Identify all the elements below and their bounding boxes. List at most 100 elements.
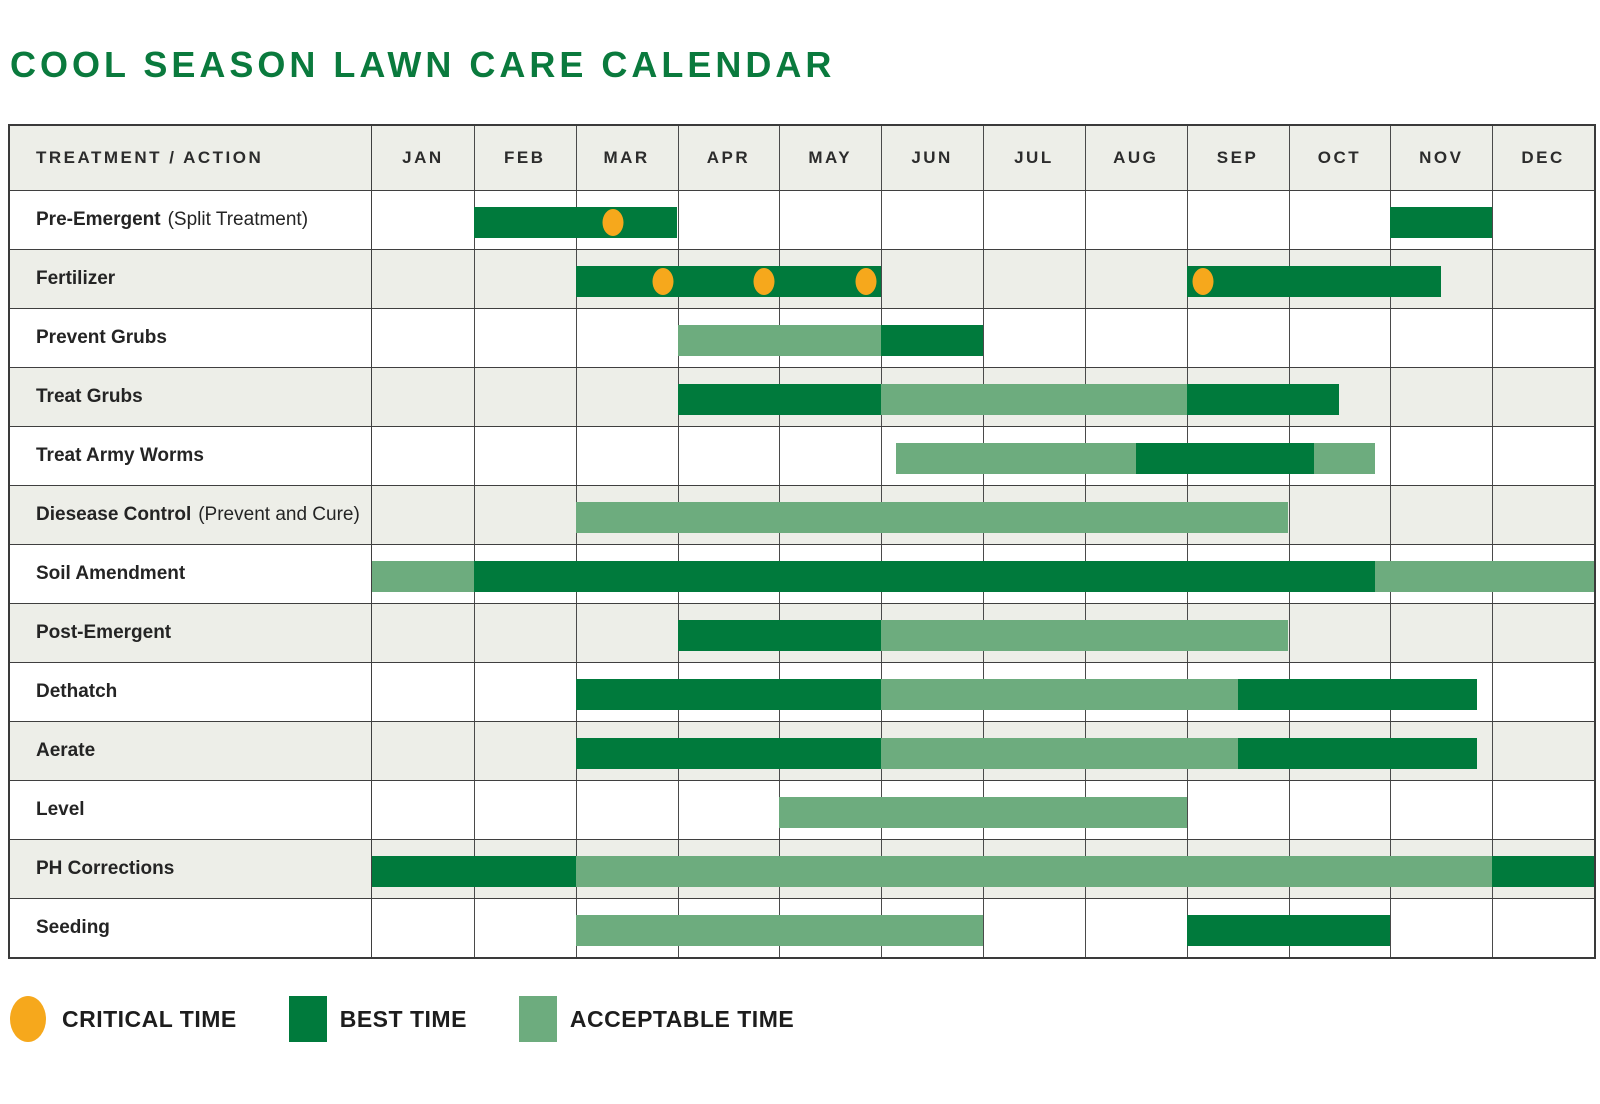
- legend: CRITICAL TIME BEST TIME ACCEPTABLE TIME: [10, 996, 794, 1042]
- best-time-bar: [1186, 384, 1340, 415]
- month-gridline: [473, 486, 475, 544]
- month-gridline: [473, 126, 475, 190]
- month-gridline: [677, 191, 679, 249]
- month-gridline: [983, 899, 984, 957]
- row-label: Treat Grubs: [10, 368, 372, 426]
- month-gridline: [1492, 126, 1494, 190]
- month-gridline: [473, 250, 475, 308]
- month-grid: [372, 250, 1594, 308]
- month-gridline: [1492, 899, 1494, 957]
- treatment-action-header: TREATMENT / ACTION: [10, 126, 372, 190]
- month-gridline: [677, 781, 679, 839]
- month-gridline: [1288, 604, 1290, 662]
- row-label-text: Post-Emergent: [36, 622, 172, 643]
- best-time-bar: [1390, 207, 1493, 238]
- page-title: COOL SEASON LAWN CARE CALENDAR: [10, 44, 836, 85]
- month-gridline: [1288, 191, 1290, 249]
- row-label-text: Treat Army Worms: [36, 445, 204, 466]
- month-grid: [372, 899, 1594, 957]
- table-row: Aerate: [10, 721, 1594, 780]
- month-grid: [372, 368, 1594, 426]
- row-label: Fertilizer: [10, 250, 372, 308]
- month-gridline: [1186, 781, 1188, 839]
- acceptable-time-bar: [896, 443, 1136, 474]
- month-gridline: [473, 604, 475, 662]
- row-label: PH Corrections: [10, 840, 372, 898]
- table-row: Treat Grubs: [10, 367, 1594, 426]
- row-label: Prevent Grubs: [10, 309, 372, 367]
- calendar-body: Pre-Emergent (Split Treatment) Fertilizer P…: [10, 190, 1594, 957]
- best-time-bar: [473, 561, 1376, 592]
- month-gridline: [1390, 309, 1392, 367]
- legend-label-acceptable: ACCEPTABLE TIME: [569, 1005, 795, 1032]
- month-gridline: [473, 899, 475, 957]
- month-header-mar: MAR: [603, 148, 650, 167]
- header-row: TREATMENT / ACTION JAN FEB MAR APR MAY JUN JUL…: [10, 126, 1594, 190]
- best-time-bar: [372, 856, 576, 887]
- month-gridline: [983, 250, 984, 308]
- month-header-apr: APR: [706, 148, 751, 167]
- month-gridline: [1390, 427, 1392, 485]
- month-gridline: [1492, 250, 1494, 308]
- month-gridline: [677, 126, 679, 190]
- month-gridline: [1492, 427, 1494, 485]
- month-grid: [372, 191, 1594, 249]
- month-gridline: [1288, 781, 1290, 839]
- critical-time-dot: [753, 268, 775, 295]
- month-gridline: [1390, 899, 1392, 957]
- month-gridline: [1288, 309, 1290, 367]
- month-header-nov: NOV: [1419, 148, 1464, 167]
- row-label-text: Treat Grubs: [36, 386, 143, 407]
- month-gridline: [1084, 899, 1086, 957]
- row-label-text: Pre-Emergent: [36, 209, 161, 230]
- acceptable-time-bar: [575, 856, 1493, 887]
- row-label-text: PH Corrections: [36, 858, 175, 879]
- best-time-bar: [1237, 738, 1477, 769]
- best-time-swatch: [288, 996, 327, 1042]
- month-grid: [372, 781, 1594, 839]
- row-label: Soil Amendment: [10, 545, 372, 603]
- month-gridline: [1084, 250, 1086, 308]
- month-gridline: [473, 427, 475, 485]
- month-gridline: [881, 427, 883, 485]
- row-label-note: (Prevent and Cure): [198, 504, 360, 525]
- best-time-bar: [473, 207, 678, 238]
- month-gridline: [473, 781, 475, 839]
- month-gridline: [575, 309, 577, 367]
- month-gridline: [1288, 486, 1290, 544]
- row-label: Dethatch: [10, 663, 372, 721]
- acceptable-time-bar: [881, 679, 1238, 710]
- month-gridline: [1492, 309, 1494, 367]
- month-header-may: MAY: [808, 148, 853, 167]
- month-gridline: [779, 191, 781, 249]
- month-gridline: [1084, 126, 1086, 190]
- month-gridline: [575, 427, 577, 485]
- row-label-text: Prevent Grubs: [36, 327, 167, 348]
- row-label-text: Seeding: [36, 917, 110, 938]
- month-gridline: [1492, 191, 1494, 249]
- month-gridline: [983, 126, 984, 190]
- month-gridline: [1084, 309, 1086, 367]
- month-grid: [372, 309, 1594, 367]
- month-gridline: [1492, 486, 1494, 544]
- acceptable-time-bar: [779, 797, 1187, 828]
- best-time-bar: [1237, 679, 1477, 710]
- month-header-dec: DEC: [1521, 148, 1565, 167]
- month-gridline: [1186, 309, 1188, 367]
- row-label: Post-Emergent: [10, 604, 372, 662]
- month-gridline: [1084, 191, 1086, 249]
- month-gridline: [1288, 126, 1290, 190]
- month-grid: [372, 604, 1594, 662]
- month-gridline: [983, 191, 984, 249]
- table-row: Fertilizer: [10, 249, 1594, 308]
- row-label-text: Fertilizer: [36, 268, 116, 289]
- row-label-text: Diesease Control: [36, 504, 192, 525]
- row-label-text: Level: [36, 799, 85, 820]
- acceptable-time-bar: [1375, 561, 1594, 592]
- acceptable-time-bar: [575, 915, 983, 946]
- month-gridline: [1390, 781, 1392, 839]
- critical-time-dot: [602, 209, 624, 236]
- month-grid: [372, 427, 1594, 485]
- table-row: PH Corrections: [10, 839, 1594, 898]
